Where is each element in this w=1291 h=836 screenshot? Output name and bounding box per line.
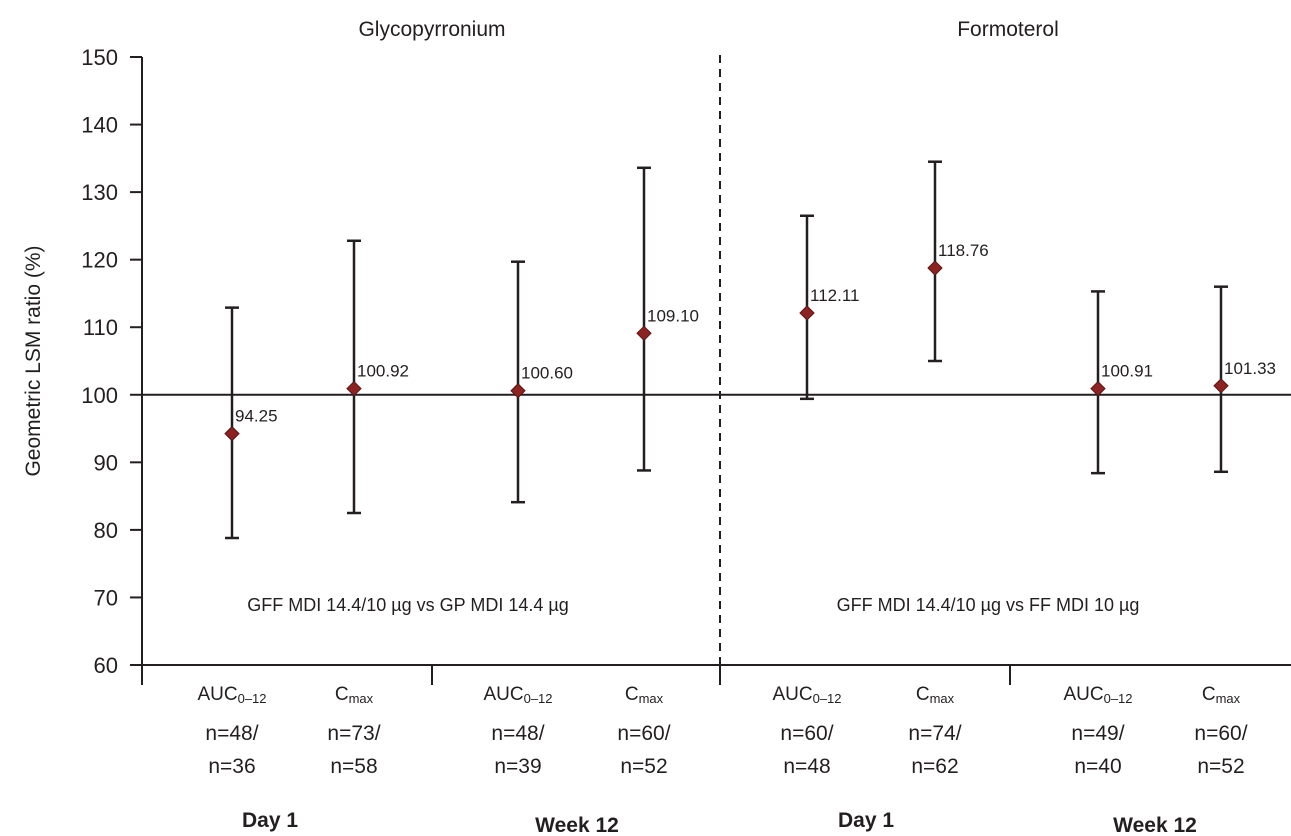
metric-subscript: max — [1216, 691, 1241, 706]
n-label-top: n=49/ — [1071, 722, 1124, 745]
data-marks: 94.25 100.92 100.60 109.10 112.11 118.76 100.9… — [224, 160, 1276, 540]
data-label: 94.25 — [235, 407, 278, 426]
metric-main: C — [916, 684, 930, 705]
metric-label: AUC0–12 — [1063, 684, 1132, 706]
n-label-top: n=60/ — [780, 722, 833, 745]
n-label-top: n=60/ — [617, 722, 670, 745]
metric-label: Cmax — [625, 684, 664, 706]
data-label: 109.10 — [647, 306, 699, 325]
metric-main: C — [335, 684, 349, 705]
period-label: Week 12 — [1113, 814, 1197, 836]
metric-subscript: max — [930, 691, 955, 706]
n-label-bottom: n=39 — [494, 755, 541, 778]
y-tick-label: 140 — [81, 113, 118, 138]
metric-main: C — [625, 684, 639, 705]
metric-main: AUC — [772, 684, 812, 705]
metric-subscript: 0–12 — [238, 691, 267, 706]
data-label: 100.92 — [357, 362, 409, 381]
metric-subscript: 0–12 — [813, 691, 842, 706]
metric-main: C — [1202, 684, 1216, 705]
comparison-label: GFF MDI 14.4/10 µg vs GP MDI 14.4 µg — [247, 595, 569, 615]
panel-title: Formoterol — [957, 18, 1059, 41]
n-label-bottom: n=52 — [1197, 755, 1244, 778]
n-label-bottom: n=36 — [208, 755, 255, 778]
y-tick-label: 130 — [81, 180, 118, 205]
n-label-top: n=48/ — [491, 722, 544, 745]
metric-subscript: max — [639, 691, 664, 706]
y-tick-label: 110 — [83, 315, 118, 340]
metric-subscript: 0–12 — [524, 691, 553, 706]
point-marker — [927, 260, 943, 276]
point-marker — [1213, 378, 1229, 394]
metric-label: Cmax — [1202, 684, 1241, 706]
n-label-bottom: n=52 — [620, 755, 667, 778]
period-label: Day 1 — [242, 809, 298, 832]
n-label-top: n=60/ — [1194, 722, 1247, 745]
data-label: 101.33 — [1224, 359, 1276, 378]
y-tick-label: 90 — [94, 450, 118, 475]
metric-main: AUC — [1063, 684, 1103, 705]
point-marker — [799, 305, 815, 321]
period-label: Day 1 — [838, 809, 894, 832]
y-tick-label: 60 — [94, 653, 118, 678]
data-label: 118.76 — [938, 241, 989, 260]
metric-label: AUC0–12 — [483, 684, 552, 706]
data-label: 112.11 — [810, 286, 859, 305]
y-axis-title: Geometric LSM ratio (%) — [22, 245, 45, 476]
metric-label: Cmax — [916, 684, 955, 706]
n-label-bottom: n=58 — [330, 755, 377, 778]
comparison-label: GFF MDI 14.4/10 µg vs FF MDI 10 µg — [837, 595, 1140, 615]
period-label: Week 12 — [535, 814, 619, 836]
panel-title: Glycopyrronium — [358, 18, 505, 41]
point-marker — [346, 380, 362, 397]
n-label-bottom: n=48 — [783, 755, 830, 778]
y-tick-label: 150 — [81, 45, 118, 70]
data-label: 100.91 — [1101, 362, 1153, 381]
point-marker — [510, 383, 526, 399]
n-label-top: n=48/ — [205, 722, 258, 745]
n-label-top: n=73/ — [327, 722, 380, 745]
y-tick-label: 80 — [94, 518, 118, 543]
metric-subscript: max — [349, 691, 374, 706]
metric-label: AUC0–12 — [772, 684, 841, 706]
point-marker — [1090, 380, 1106, 397]
y-tick-label: 120 — [81, 248, 118, 273]
n-label-top: n=74/ — [908, 722, 961, 745]
n-label-bottom: n=62 — [911, 755, 958, 778]
y-tick-label: 100 — [81, 383, 118, 408]
point-marker — [224, 425, 240, 442]
metric-subscript: 0–12 — [1104, 691, 1133, 706]
n-label-bottom: n=40 — [1074, 755, 1121, 778]
y-tick-label: 70 — [94, 585, 118, 610]
metric-main: AUC — [483, 684, 523, 705]
metric-label: AUC0–12 — [197, 684, 266, 706]
metric-main: AUC — [197, 684, 237, 705]
axis-labels: 60 70 80 90 100 110 120 130 140 150 Geometric LSM … — [22, 18, 1248, 836]
metric-label: Cmax — [335, 684, 374, 706]
point-marker — [636, 325, 652, 342]
data-label: 100.60 — [521, 364, 573, 383]
